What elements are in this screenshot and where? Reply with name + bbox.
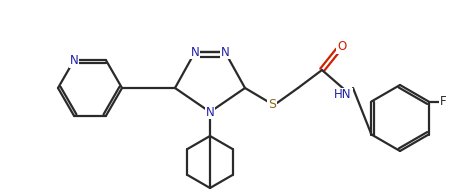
Text: N: N <box>190 46 199 58</box>
Text: N: N <box>206 106 214 119</box>
Text: S: S <box>268 97 276 111</box>
Text: F: F <box>440 95 447 108</box>
Text: N: N <box>70 54 78 67</box>
Text: HN: HN <box>334 89 352 102</box>
Text: O: O <box>337 41 347 53</box>
Text: N: N <box>221 46 230 58</box>
